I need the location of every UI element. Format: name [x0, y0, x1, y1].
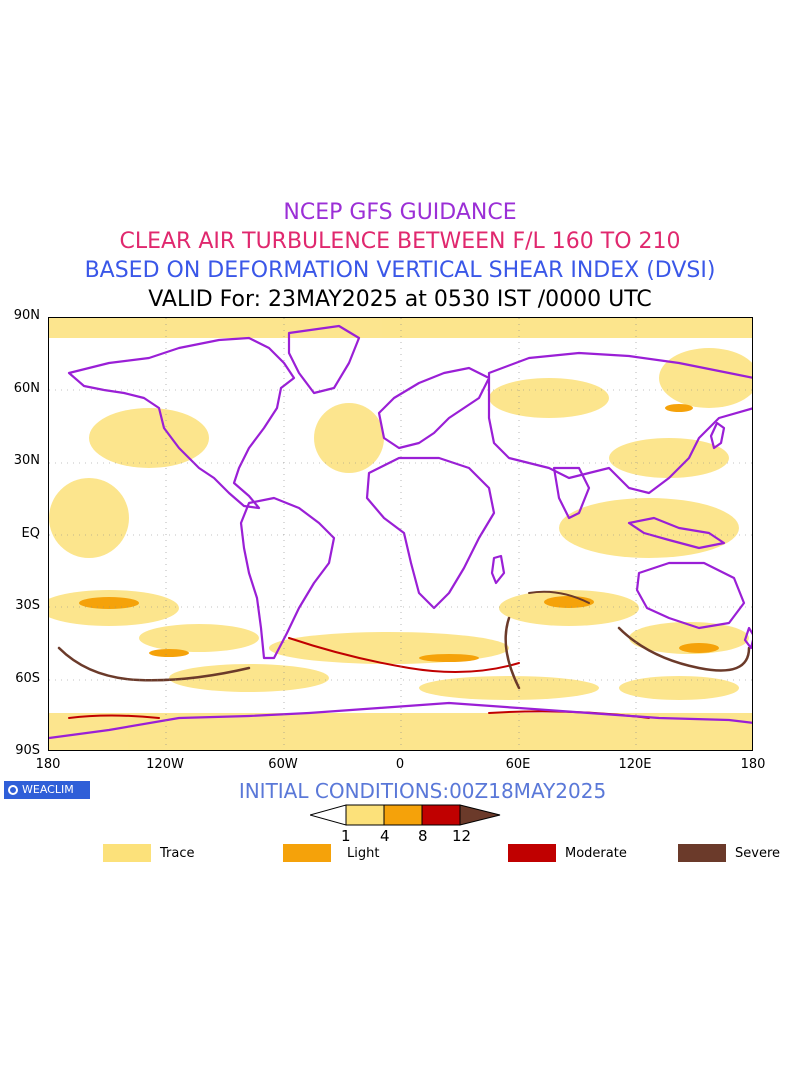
- map-canvas: [49, 318, 752, 750]
- initial-conditions: INITIAL CONDITIONS:00Z18MAY2025: [238, 779, 607, 803]
- legend-swatch-light: [283, 844, 331, 862]
- asia-outline: [487, 351, 752, 495]
- legend-label-trace: Trace: [160, 846, 195, 861]
- lon-label-60w: 60W: [268, 757, 298, 772]
- lon-label-180w: 180: [35, 757, 61, 772]
- lon-label-120w: 120W: [146, 757, 184, 772]
- lat-label-90n: 90N: [13, 308, 40, 323]
- colorbar-label-1: 1: [341, 827, 351, 845]
- colorbar-trace: [345, 804, 385, 826]
- lon-label-180e: 180: [740, 757, 766, 772]
- title-line-2: CLEAR AIR TURBULENCE BETWEEN F/L 160 TO …: [119, 229, 681, 254]
- maritime-continent-outline: [627, 516, 726, 550]
- lat-label-30n: 30N: [13, 453, 40, 468]
- legend-label-light: Light: [347, 846, 380, 861]
- legend-swatch-moderate: [508, 844, 556, 862]
- australia-outline: [635, 561, 746, 630]
- logo-ring-icon: [8, 785, 18, 795]
- colorbar-below-arrow: [310, 804, 347, 826]
- graticule: [49, 318, 752, 750]
- legend-swatch-trace: [103, 844, 151, 862]
- title-line-3: BASED ON DEFORMATION VERTICAL SHEAR INDE…: [84, 258, 716, 283]
- colorbar-moderate: [421, 804, 461, 826]
- lat-label-60n: 60N: [13, 381, 40, 396]
- title-line-1: NCEP GFS GUIDANCE: [283, 200, 517, 225]
- lon-label-60e: 60E: [505, 757, 531, 772]
- lat-label-30s: 30S: [15, 598, 40, 613]
- north-america-outline: [67, 336, 296, 510]
- greenland-outline: [287, 324, 361, 395]
- madagascar-outline: [490, 554, 506, 585]
- colorbar-label-8: 8: [418, 827, 428, 845]
- south-america-outline: [239, 496, 336, 660]
- legend-swatch-severe: [678, 844, 726, 862]
- colorbar-light: [383, 804, 423, 826]
- africa-outline: [365, 456, 496, 610]
- lat-label-eq: EQ: [21, 526, 40, 541]
- trace-shading: [49, 318, 752, 750]
- india-outline: [552, 466, 591, 520]
- colorbar: [310, 804, 501, 826]
- legend-label-moderate: Moderate: [565, 846, 627, 861]
- lat-label-90s: 90S: [15, 743, 40, 758]
- lon-label-0: 0: [395, 757, 405, 772]
- logo-text: WEACLIM: [22, 783, 74, 796]
- weaclim-logo: WEACLIM: [4, 781, 90, 799]
- colorbar-severe-arrow: [459, 804, 501, 826]
- lon-label-120e: 120E: [618, 757, 652, 772]
- colorbar-label-12: 12: [452, 827, 472, 845]
- turbulence-map: [48, 317, 753, 751]
- valid-time: VALID For: 23MAY2025 at 0530 IST /0000 U…: [148, 287, 652, 312]
- lat-label-60s: 60S: [15, 671, 40, 686]
- coastlines: [49, 324, 752, 740]
- japan-outline: [709, 421, 726, 450]
- antarctica-outline: [49, 701, 752, 740]
- legend-label-severe: Severe: [735, 846, 780, 861]
- colorbar-label-4: 4: [380, 827, 390, 845]
- new-zealand-outline: [743, 626, 752, 650]
- europe-outline: [377, 366, 491, 450]
